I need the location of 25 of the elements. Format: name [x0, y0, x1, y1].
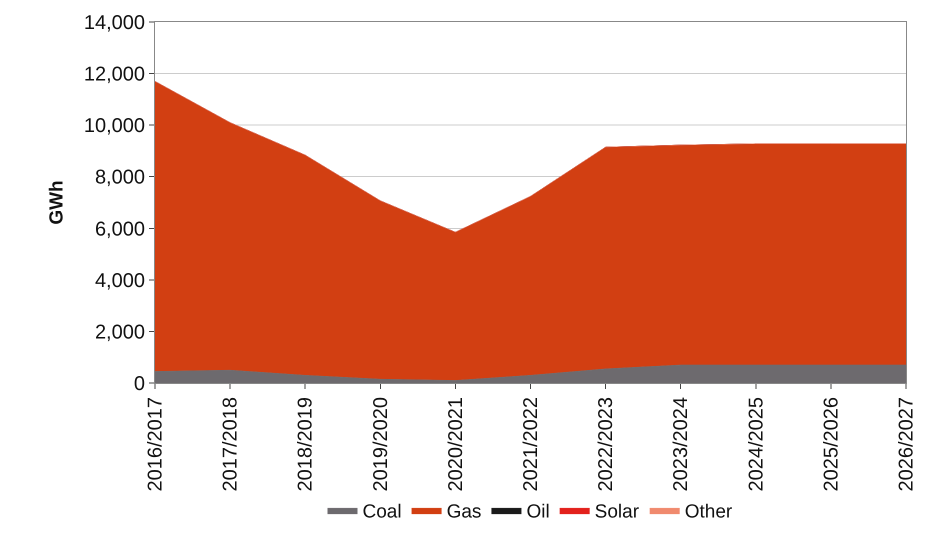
y-tick-label: 0	[134, 373, 145, 395]
y-tick-label: 10,000	[84, 115, 145, 138]
y-tick-label: 4,000	[94, 270, 145, 292]
legend-label: Oil	[526, 502, 550, 523]
y-tick-label: 12,000	[84, 64, 145, 86]
x-tick-label: 2020/2021	[444, 397, 467, 492]
legend-label: Solar	[594, 502, 640, 523]
legend-label: Gas	[446, 502, 482, 523]
x-tick-label: 2023/2024	[670, 397, 692, 492]
x-tick-label: 2025/2026	[820, 397, 842, 492]
x-tick-label: 2017/2018	[220, 397, 242, 492]
legend-label: Other	[684, 502, 733, 523]
y-tick-label: 8,000	[94, 166, 145, 189]
legend-label: Coal	[362, 502, 402, 523]
x-tick-label: 2022/2023	[595, 397, 618, 492]
x-tick-label: 2019/2020	[370, 397, 392, 492]
x-tick-label: 2016/2017	[144, 397, 166, 492]
y-tick-label: 6,000	[94, 218, 145, 240]
x-tick-label: 2026/2027	[896, 397, 918, 492]
x-tick-label: 2018/2019	[294, 397, 317, 492]
y-tick-label: 14,000	[84, 12, 145, 34]
x-tick-label: 2021/2022	[520, 397, 542, 492]
x-tick-label: 2024/2025	[745, 397, 768, 492]
y-axis-title: GWh	[46, 180, 68, 225]
y-tick-label: 2,000	[94, 321, 145, 344]
